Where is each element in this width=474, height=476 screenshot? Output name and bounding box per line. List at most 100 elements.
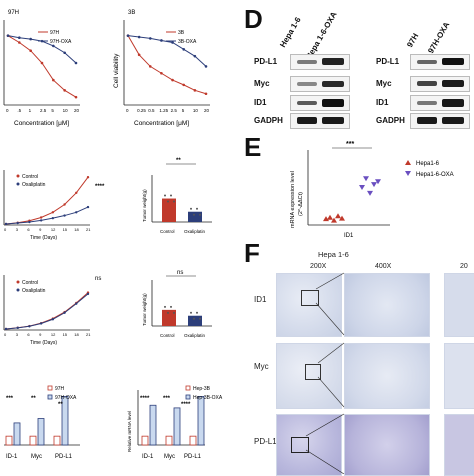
viability-right-ylabel: Cell viability xyxy=(113,53,120,88)
viability-right-tick-7: 20 xyxy=(204,108,210,113)
growth1-tick-5: 15 xyxy=(63,227,68,232)
tw1-dot-0-0 xyxy=(164,194,166,197)
viability-right-point-1-3 xyxy=(160,39,163,42)
growth2-legend-1: Control xyxy=(22,280,38,286)
growth1-point-0-3 xyxy=(39,216,43,219)
wb-right-pdl1-strip xyxy=(410,54,470,70)
e-ylabel: mRNA expression level xyxy=(290,171,296,228)
mrna-right-bar-0-0 xyxy=(141,435,149,446)
tw2-dot-0-1 xyxy=(167,311,169,314)
growth1-point-1-5 xyxy=(63,214,66,217)
growth2-point-1-4 xyxy=(51,318,55,321)
growth1-point-1-6 xyxy=(75,211,78,214)
viability-right-tick-5: 5 xyxy=(182,108,185,113)
growth2-series-1 xyxy=(5,293,89,330)
f-mag-200: 200X xyxy=(310,263,327,270)
viability-left-tick-3: 2.5 xyxy=(40,108,47,113)
mrna-bar-charts: 97H 97H-OXA *** ** ** ID-1 Myc PD-L1 Rel… xyxy=(4,385,223,460)
ihc-id1-right-partial xyxy=(444,273,474,337)
tw1-cat-1: Control xyxy=(160,229,175,234)
growth1-xlabel: Time (Days) xyxy=(30,235,57,241)
ihc-pdl1-400x xyxy=(344,414,430,476)
f-mag-200-partial: 20 xyxy=(460,263,468,270)
viability-right-tick-1: 0.25 xyxy=(137,108,146,113)
mrna-left-bar-0-1 xyxy=(13,422,21,446)
viability-left-point-1-2 xyxy=(29,37,32,41)
tw1-bar-1 xyxy=(188,211,202,222)
growth1-point-0-5 xyxy=(63,203,66,206)
tw2-dot-1-0 xyxy=(190,311,192,314)
viability-left-point-0-6 xyxy=(74,95,78,99)
growth1-point-1-4 xyxy=(51,216,55,220)
mrna-left-cat-3: PD-L1 xyxy=(55,454,73,460)
viability-left-tick-2: 1 xyxy=(29,108,32,113)
growth2-point-1-7 xyxy=(86,292,90,296)
e-point-0-0 xyxy=(323,216,329,222)
growth2-xlabel: Time (Days) xyxy=(30,340,57,346)
mrna-left-legend: 97H 97H-OXA xyxy=(47,385,77,401)
tw1-dot-0-3 xyxy=(173,200,175,203)
growth2-tick-6: 18 xyxy=(74,332,79,337)
viability-right-tick-6: 10 xyxy=(193,108,199,113)
mrna-right-legend-2: Hep-3B-OXA xyxy=(193,395,223,401)
viability-right-point-1-1 xyxy=(137,35,141,39)
growth2-point-1-3 xyxy=(39,322,43,325)
viability-right-point-1-7 xyxy=(204,65,208,68)
growth1-tick-0: 0 xyxy=(4,227,7,232)
growth2-legend: Control Oxaliplatin xyxy=(16,280,46,294)
growth1-sig: **** xyxy=(95,184,105,190)
tw1-ylabel: Tumor weight(g) xyxy=(142,189,147,222)
tw2-dot-1-1 xyxy=(193,317,195,320)
viability-right-title: 3B xyxy=(128,10,135,16)
growth1-point-1-7 xyxy=(86,205,90,209)
wb-right-row-2: Myc xyxy=(376,79,392,88)
wb-left-pdl1-strip xyxy=(290,54,350,70)
growth1-series-1 xyxy=(5,206,89,225)
growth2-legend-2: Oxaliplatin xyxy=(22,288,46,294)
mrna-right-ylabel: Relative mRNA level xyxy=(127,411,132,452)
tw2-dot-1-3 xyxy=(199,317,201,320)
mrna-left-sig-1: *** xyxy=(6,396,14,402)
viability-right-legend-1: 3B xyxy=(178,30,185,36)
tw2-bar-1 xyxy=(188,315,202,326)
tw2-sig: ns xyxy=(177,270,183,276)
viability-right-legend-2: 3B-OXA xyxy=(178,39,197,45)
growth2-point-1-2 xyxy=(28,325,31,328)
mrna-left-sig-3: ** xyxy=(58,402,63,408)
viability-right-point-1-2 xyxy=(148,37,152,40)
e-sig: *** xyxy=(346,141,354,148)
viability-left-tick-1: .5 xyxy=(17,108,21,113)
viability-right-tick-3: 1.25 xyxy=(159,108,168,113)
growth1-tick-3: 9 xyxy=(39,227,42,232)
viability-right-point-1-6 xyxy=(193,54,197,58)
growth1-legend: Control Oxaliplatin xyxy=(16,174,46,188)
wb-left-myc-strip xyxy=(290,76,350,92)
growth2-point-1-0 xyxy=(4,327,8,331)
panel-letter-e: E xyxy=(244,132,262,162)
tw1-dot-1-1 xyxy=(193,213,195,216)
viability-right-tick-0: 0 xyxy=(126,108,129,113)
tw2-dot-0-0 xyxy=(164,305,166,308)
mrna-right-bar-2-1 xyxy=(197,396,205,446)
mrna-left-bar-0-0 xyxy=(5,435,13,446)
viability-left-point-0-3 xyxy=(40,61,44,65)
e-legend: Hepa1-6 Hepa1-6-OXA xyxy=(405,160,454,178)
viability-left-legend-2: 97H-OXA xyxy=(50,39,72,45)
mrna-left-cat-2: Myc xyxy=(31,454,42,460)
wb-right-myc-strip xyxy=(410,76,470,92)
viability-left-title: 97H xyxy=(8,10,19,16)
e-point-1-3 xyxy=(371,182,377,188)
viability-right-tick-4: 2.5 xyxy=(171,108,178,113)
growth2-tick-5: 15 xyxy=(63,332,68,337)
growth2-tick-0: 0 xyxy=(4,332,7,337)
tw1-dot-1-3 xyxy=(199,213,201,216)
growth1-legend-1: Control xyxy=(22,174,38,180)
viability-right-point-1-0 xyxy=(126,34,130,37)
growth1-point-0-6 xyxy=(75,191,78,194)
ihc-pdl1-right-partial xyxy=(444,414,474,476)
e-xlabel: ID1 xyxy=(344,233,354,239)
viability-right-tick-2: 0.5 xyxy=(148,108,155,113)
viability-left-point-0-1 xyxy=(18,41,21,44)
wb-left-gadph-strip xyxy=(290,113,350,129)
tw1-bar-0 xyxy=(162,198,176,222)
